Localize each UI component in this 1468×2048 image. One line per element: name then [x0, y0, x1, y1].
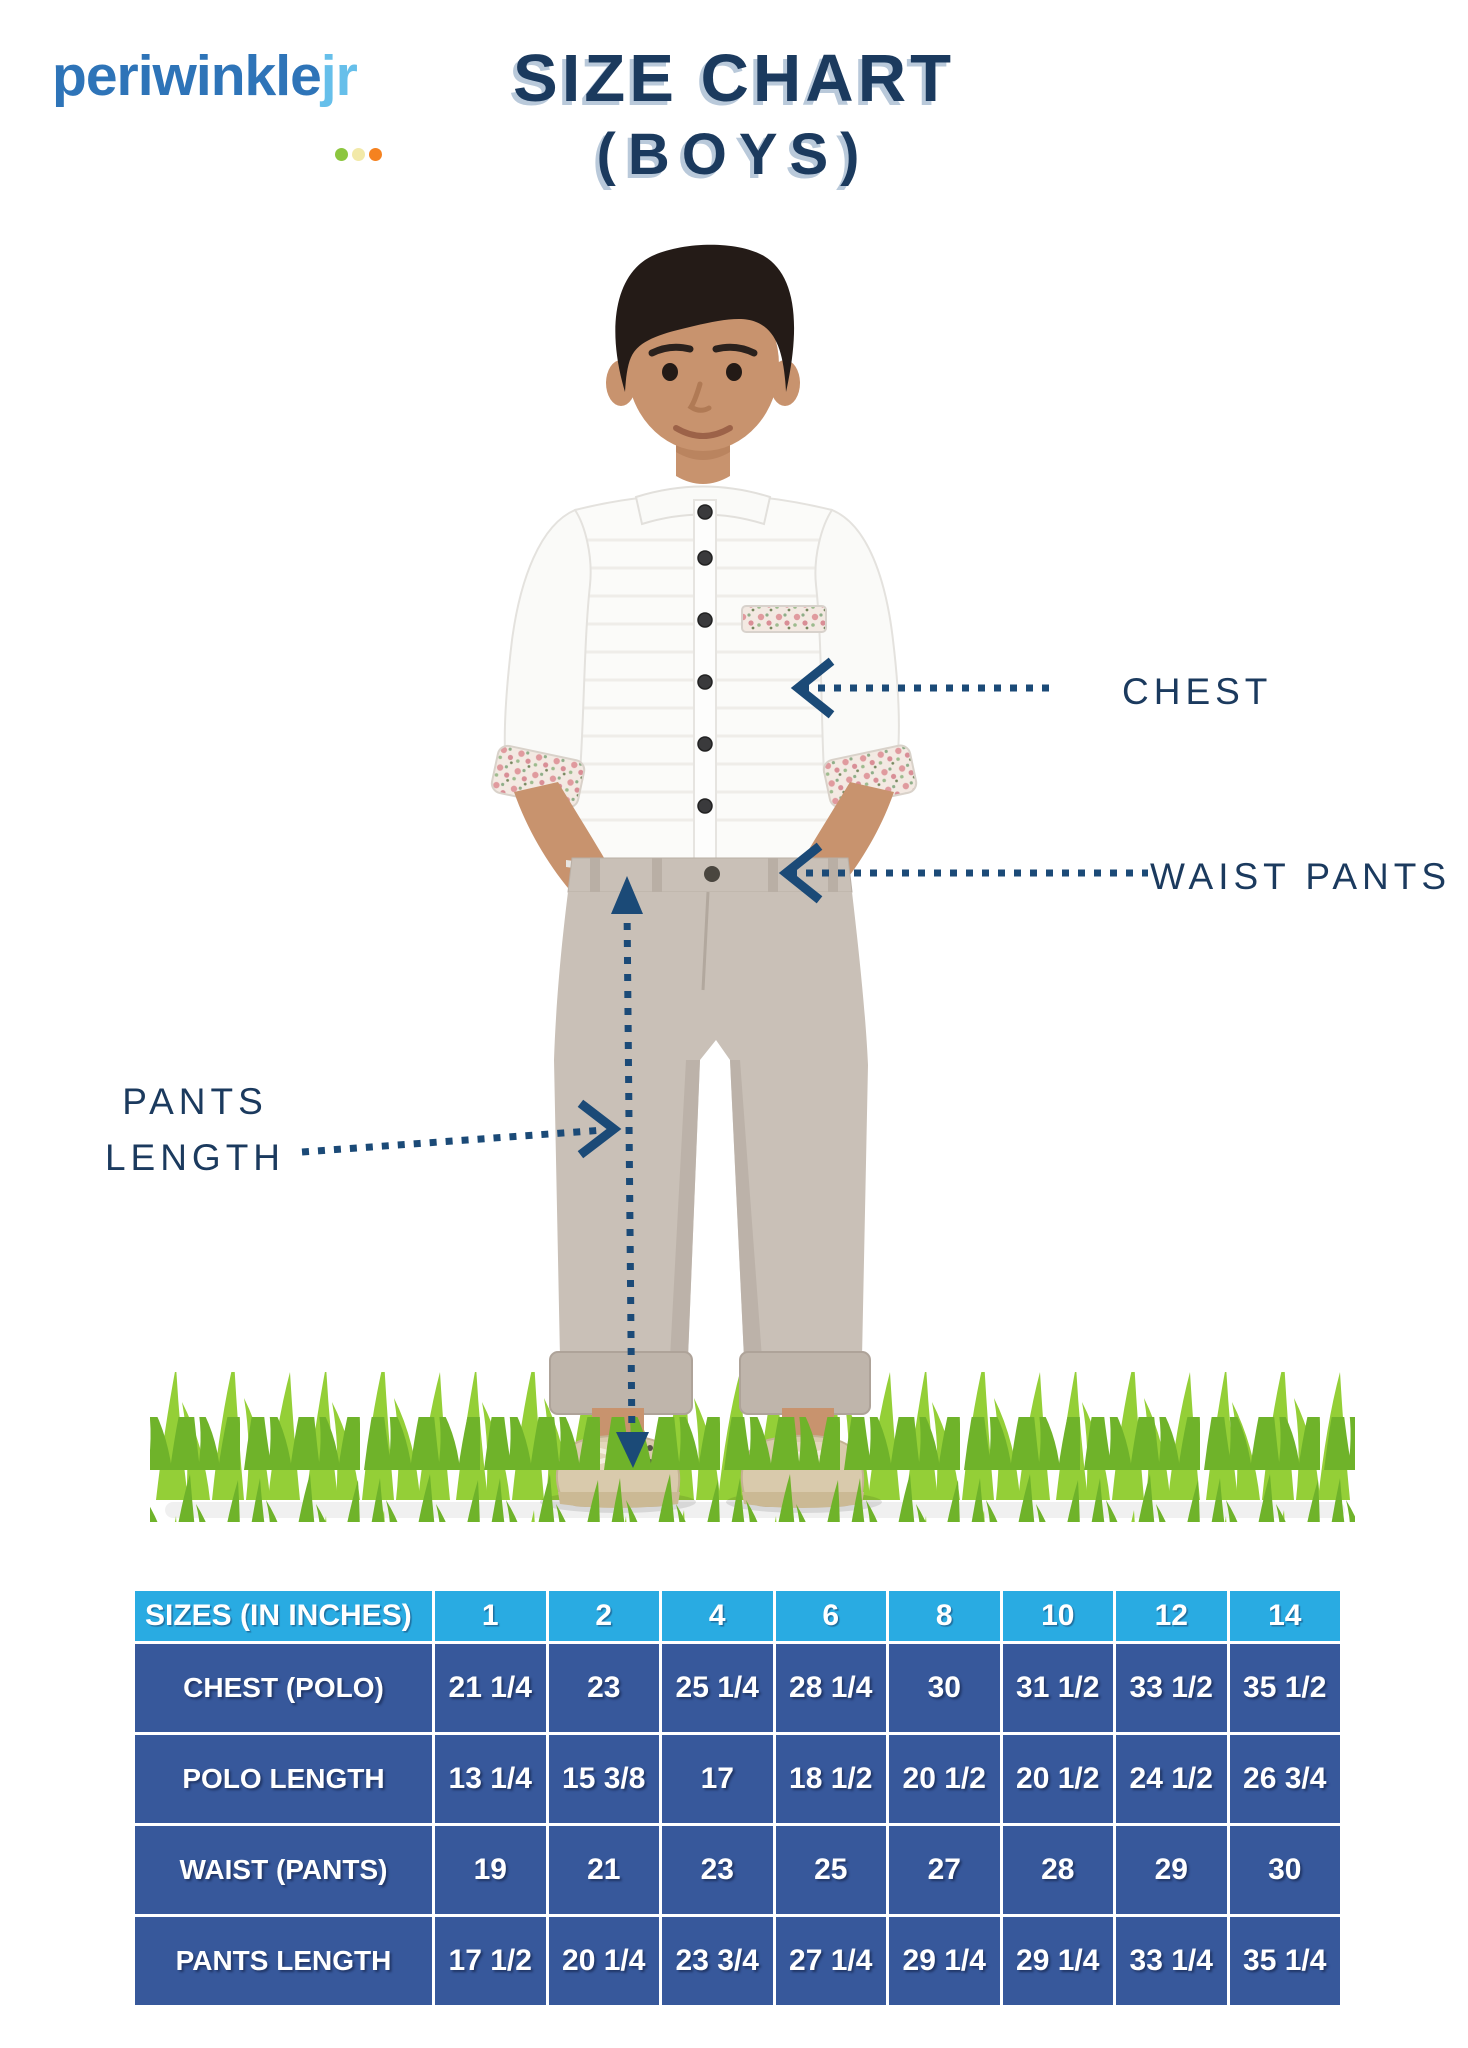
row-label: POLO LENGTH [132, 1732, 435, 1826]
table-cell: 24 1/2 [1113, 1732, 1230, 1826]
pants [549, 857, 871, 1415]
pants-length-label: PANTS LENGTH [104, 1081, 286, 1178]
table-header-size-6: 6 [772, 1588, 889, 1644]
measurement-arrows [301, 657, 1148, 1468]
table-cell: 29 1/4 [999, 1914, 1116, 2008]
table-cell: 17 1/2 [432, 1914, 549, 2008]
grass-front-layer [150, 1417, 1355, 1522]
table-cell: 26 3/4 [1226, 1732, 1343, 1826]
table-header-size-1: 1 [432, 1588, 549, 1644]
page-title: SIZE CHART (BOYS) [0, 40, 1468, 188]
waist-pants-label: WAIST PANTS [1150, 856, 1452, 897]
page-title-line1: SIZE CHART [513, 41, 955, 116]
row-label: CHEST (POLO) [132, 1641, 435, 1735]
table-cell: 21 [545, 1823, 662, 1917]
table-cell: 35 1/2 [1226, 1641, 1343, 1735]
brand-logo-dots [335, 148, 382, 161]
table-row-polo-length: POLO LENGTH 13 1/4 15 3/8 17 18 1/2 20 1… [132, 1732, 1343, 1826]
table-cell: 27 [886, 1823, 1003, 1917]
size-table: SIZES (IN INCHES) 1 2 4 6 8 10 12 14 CHE… [132, 1588, 1343, 2008]
brand-logo-main: periwinkle [52, 44, 322, 108]
table-row-chest-polo: CHEST (POLO) 21 1/4 23 25 1/4 28 1/4 30 … [132, 1641, 1343, 1735]
row-label: PANTS LENGTH [132, 1914, 435, 2008]
table-cell: 31 1/2 [999, 1641, 1116, 1735]
table-header-size-8: 8 [886, 1588, 1003, 1644]
table-cell: 20 1/4 [545, 1914, 662, 2008]
hair [615, 244, 795, 392]
logo-dot-orange [369, 148, 382, 161]
table-cell: 30 [1226, 1823, 1343, 1917]
table-cell: 23 3/4 [659, 1914, 776, 2008]
logo-dot-yellow [352, 148, 365, 161]
table-cell: 29 1/4 [886, 1914, 1003, 2008]
vertical-arrow-up [611, 876, 643, 914]
pants-length-arrowhead [577, 1099, 622, 1159]
chest-pocket [741, 605, 827, 633]
table-cell: 21 1/4 [432, 1641, 549, 1735]
table-cell: 23 [545, 1641, 662, 1735]
table-cell: 18 1/2 [772, 1732, 889, 1826]
table-cell: 15 3/8 [545, 1732, 662, 1826]
table-cell: 28 [999, 1823, 1116, 1917]
brand-logo: periwinklejr [52, 48, 382, 161]
table-cell: 29 [1113, 1823, 1230, 1917]
table-cell: 25 1/4 [659, 1641, 776, 1735]
table-cell: 28 1/4 [772, 1641, 889, 1735]
table-cell: 35 1/4 [1226, 1914, 1343, 2008]
table-row-pants-length: PANTS LENGTH 17 1/2 20 1/4 23 3/4 27 1/4… [132, 1914, 1343, 2008]
table-header-size-14: 14 [1226, 1588, 1343, 1644]
table-cell: 17 [659, 1732, 776, 1826]
vertical-arrow-down [616, 1432, 649, 1468]
table-header-row: SIZES (IN INCHES) 1 2 4 6 8 10 12 14 [132, 1588, 1343, 1644]
row-label: WAIST (PANTS) [132, 1823, 435, 1917]
table-header-size-10: 10 [999, 1588, 1116, 1644]
brand-logo-suffix: jr [320, 44, 358, 108]
table-header-size-12: 12 [1113, 1588, 1230, 1644]
table-header-sizes: SIZES (IN INCHES) [132, 1588, 435, 1644]
shirt-buttons [697, 504, 713, 814]
boy-figure [490, 244, 918, 1513]
chest-arrowhead [790, 657, 835, 719]
pants-length-pointer-line [301, 1126, 605, 1156]
table-header-size-4: 4 [659, 1588, 776, 1644]
pants-length-vertical-line [623, 905, 636, 1445]
table-cell: 13 1/4 [432, 1732, 549, 1826]
logo-dot-green [335, 148, 348, 161]
page-title-line2: (BOYS) [596, 122, 872, 187]
table-cell: 33 1/4 [1113, 1914, 1230, 2008]
table-header-size-2: 2 [545, 1588, 662, 1644]
table-cell: 23 [659, 1823, 776, 1917]
table-cell: 27 1/4 [772, 1914, 889, 2008]
table-cell: 33 1/2 [1113, 1641, 1230, 1735]
table-row-waist-pants: WAIST (PANTS) 19 21 23 25 27 28 29 30 [132, 1823, 1343, 1917]
table-cell: 20 1/2 [999, 1732, 1116, 1826]
table-cell: 20 1/2 [886, 1732, 1003, 1826]
table-cell: 25 [772, 1823, 889, 1917]
table-cell: 30 [886, 1641, 1003, 1735]
table-cell: 19 [432, 1823, 549, 1917]
chest-label: CHEST [1122, 671, 1273, 712]
waist-arrowhead [778, 842, 823, 904]
